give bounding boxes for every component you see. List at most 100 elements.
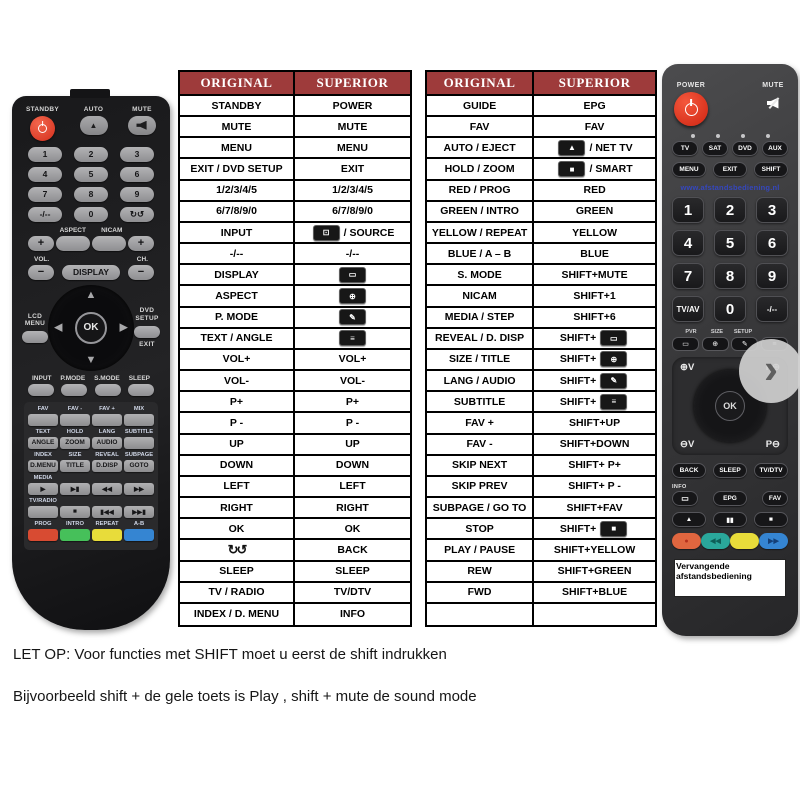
- mute-button: [127, 115, 156, 135]
- table2-row15-superior: SHIFT+ ≡: [534, 392, 655, 414]
- left-remote-size-button: TITLE: [60, 459, 90, 472]
- table1-row20-superior: RIGHT: [295, 498, 410, 520]
- sat-button: SAT: [702, 141, 728, 156]
- tv-button: TV: [672, 141, 698, 156]
- table2-row12-superior: SHIFT+ ▭: [534, 329, 655, 350]
- function-panel: FAV FAV - FAV + MIX TEXT ANGLE HOLD ZOOM LANG AUD…: [24, 401, 158, 550]
- ok-button: OK: [715, 391, 745, 421]
- dpad-up-icon: ▲: [85, 288, 97, 301]
- remote-top-notch: [70, 89, 110, 98]
- left-remote-key-r3c0: -/--: [28, 206, 62, 222]
- play-up-button: ▲: [672, 512, 706, 527]
- blank-label: [759, 329, 779, 335]
- table2-row20-original: SUBPAGE / GO TO: [427, 498, 535, 520]
- left-remote-intro-button: [60, 528, 90, 541]
- table2-row7-superior: YELLOW: [534, 223, 655, 245]
- display-key-icon: ▭: [600, 330, 628, 347]
- aspect-key-icon: ⊕: [339, 288, 366, 305]
- table1-row25-original: INDEX / D. MENU: [180, 603, 295, 625]
- mix-label: MIX: [133, 405, 145, 412]
- left-remote-media-button: ▶: [28, 482, 58, 495]
- table1-row14-superior: VOL-: [295, 371, 410, 393]
- fav-label: FAV -: [67, 405, 83, 412]
- left-remote-lang-button: AUDIO: [92, 436, 122, 449]
- table1-row1-superior: POWER: [295, 96, 410, 118]
- table2-row16-superior: SHIFT+UP: [534, 413, 655, 435]
- left-remote-fav-button: [60, 413, 90, 426]
- digit-3-button: 3: [756, 197, 788, 223]
- input-label: INPUT: [32, 374, 52, 382]
- tv-av-button: TV/AV: [672, 296, 704, 322]
- table2-row17-original: FAV -: [427, 434, 535, 456]
- back-button: BACK: [672, 463, 706, 478]
- aspect-key-icon: ⊕: [600, 351, 628, 368]
- left-remote-subtitle-button: [124, 436, 154, 449]
- nav-pad: ⊕V P⊕ ⊖V P⊖ OK: [672, 357, 788, 455]
- stop-key-icon: ■: [558, 161, 586, 178]
- col2-label: [106, 475, 108, 482]
- table2-row4-superior: ■ / SMART: [534, 159, 655, 181]
- digit-5-button: 5: [714, 230, 746, 256]
- yellow-button: [730, 533, 759, 549]
- dpad-down-icon: ▼: [85, 353, 97, 366]
- standby-label: STANDBY: [26, 106, 60, 113]
- table1-row13-original: VOL+: [180, 349, 295, 372]
- table2-row2-original: FAV: [427, 117, 535, 139]
- table2-row15-original: SUBTITLE: [427, 392, 535, 414]
- col1-label: [74, 498, 76, 505]
- led-indicator: [690, 134, 695, 138]
- left-remote-key-0: 0: [74, 206, 108, 222]
- left-remote-text-button: ANGLE: [28, 436, 58, 449]
- display-button: DISPLAY: [62, 264, 120, 280]
- table1-row18-original: DOWN: [180, 455, 295, 477]
- table1-row6-original: 6/7/8/9/0: [180, 201, 295, 223]
- power-icon: [684, 102, 698, 116]
- table2-row9-superior: SHIFT+MUTE: [534, 265, 655, 287]
- table2-row9-original: S. MODE: [427, 265, 535, 287]
- left-remote-key-8: 8: [74, 186, 108, 202]
- forward-blue-button: ▶▶: [759, 533, 788, 549]
- vol-label: VOL.: [34, 255, 50, 263]
- vol-up-label: ⊕V: [680, 362, 695, 373]
- vol-up-button: +: [28, 235, 54, 251]
- subtitle-key-icon: ≡: [339, 330, 366, 347]
- table1-row12-original: TEXT / ANGLE: [180, 328, 295, 350]
- table1-row22-original: ↻↺: [180, 540, 295, 562]
- table2-row21-original: STOP: [427, 519, 535, 541]
- table2-row5-superior: RED: [534, 181, 655, 202]
- digit-pad: 1 2 3 4 5 6 7 8 9 -/-- 0 ↻↺: [22, 146, 160, 222]
- up-key-icon: ▲: [558, 139, 586, 156]
- left-remote-repeat-button: [92, 528, 122, 541]
- left-remote-key-4: 4: [28, 166, 62, 182]
- table1-row2-original: MUTE: [180, 117, 295, 139]
- top-button-row: STANDBY AUTO ▲ MUTE: [22, 106, 160, 141]
- carousel-next-button[interactable]: ›: [739, 339, 800, 403]
- dpad: ▲ ▼ ◀ ▶ OK: [48, 284, 134, 371]
- table2-row4-original: HOLD / ZOOM: [427, 159, 535, 181]
- display-key-button: ▭: [672, 337, 699, 351]
- subtitle-label: SUBTITLE: [124, 428, 154, 435]
- mode-buttons: [22, 383, 160, 396]
- ok-button: OK: [75, 311, 107, 344]
- table1-row11-original: P. MODE: [180, 307, 295, 329]
- digit-8-button: 8: [714, 263, 746, 289]
- aspect-button: [56, 235, 90, 251]
- tv-radio-label: TV/RADIO: [29, 497, 57, 504]
- left-remote-fav-button: [28, 413, 58, 426]
- table1-row17-original: UP: [180, 434, 295, 456]
- dvd-button: DVD: [732, 141, 758, 156]
- table2-row19-original: SKIP PREV: [427, 476, 535, 499]
- color-button-row: ● ◀◀ ▶▶: [672, 533, 788, 549]
- table1-row15-original: P+: [180, 392, 295, 414]
- table1-row10-superior: ⊕: [295, 286, 410, 308]
- comparison-table-2: ORIGINAL SUPERIOR GUIDE EPG FAV FAV AUTO / EJE…: [425, 70, 657, 627]
- digit-7-button: 7: [672, 263, 704, 289]
- one-two-digit-button: -/--: [756, 296, 788, 322]
- table1-row10-original: ASPECT: [180, 286, 295, 308]
- record-red-button: ●: [672, 533, 701, 549]
- table1-row22-superior: BACK: [295, 540, 410, 562]
- source-key-icon: ⊡: [312, 224, 340, 241]
- table2-row25-original: [427, 603, 535, 625]
- table1-row25-superior: INFO: [339, 608, 366, 621]
